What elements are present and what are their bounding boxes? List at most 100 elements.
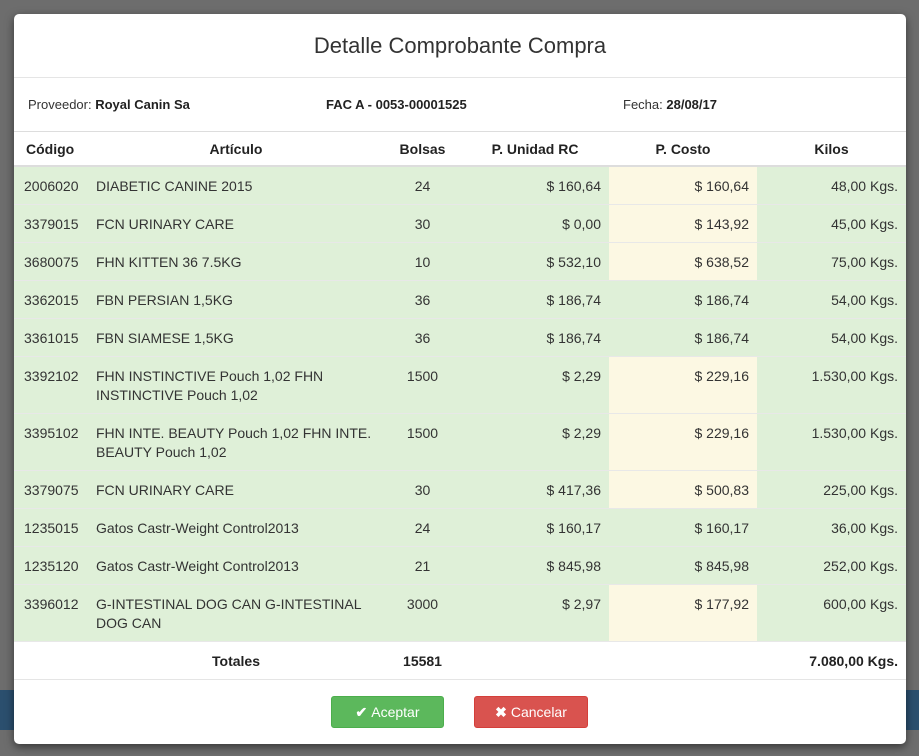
accept-button[interactable]: ✔ Aceptar — [331, 696, 444, 728]
cell-codigo: 3396012 — [14, 584, 88, 642]
cell-unidad: $ 417,36 — [461, 470, 609, 509]
cell-unidad: $ 186,74 — [461, 280, 609, 319]
cell-bolsas: 36 — [384, 280, 461, 319]
check-icon: ✔ — [355, 703, 368, 720]
invoice-number: FAC A - 0053-00001525 — [326, 97, 467, 112]
cell-codigo: 2006020 — [14, 165, 88, 205]
cell-costo: $ 845,98 — [609, 546, 757, 585]
invoice-info: Proveedor: Royal Canin Sa FAC A - 0053-0… — [14, 78, 906, 132]
cell-unidad: $ 0,00 — [461, 204, 609, 243]
supplier-label: Proveedor: — [28, 97, 92, 112]
cell-costo: $ 500,83 — [609, 470, 757, 509]
table-row[interactable]: 3361015 FBN SIAMESE 1,5KG 36 $ 186,74 $ 186,… — [14, 318, 906, 357]
cell-unidad: $ 160,17 — [461, 508, 609, 547]
cell-costo: $ 638,52 — [609, 242, 757, 281]
cell-kilos: 225,00 Kgs. — [757, 470, 906, 509]
table-row[interactable]: 3379015 FCN URINARY CARE 30 $ 0,00 $ 143,92 4… — [14, 204, 906, 243]
cell-kilos: 54,00 Kgs. — [757, 280, 906, 319]
cell-articulo: FHN KITTEN 36 7.5KG — [88, 242, 384, 281]
supplier: Proveedor: Royal Canin Sa — [28, 97, 190, 112]
cell-bolsas: 30 — [384, 204, 461, 243]
invoice-number-value: FAC A - 0053-00001525 — [326, 97, 467, 112]
cell-costo: $ 229,16 — [609, 356, 757, 414]
cell-articulo: G-INTESTINAL DOG CAN G-INTESTINAL DOG CA… — [88, 584, 384, 642]
totals-row: Totales 15581 7.080,00 Kgs. — [14, 641, 906, 679]
invoice-date: Fecha: 28/08/17 — [623, 97, 717, 112]
cell-unidad: $ 186,74 — [461, 318, 609, 357]
cell-unidad: $ 2,29 — [461, 356, 609, 414]
col-header-articulo[interactable]: Artículo — [88, 132, 384, 167]
cell-articulo: FCN URINARY CARE — [88, 204, 384, 243]
table-row[interactable]: 3392102 FHN INSTINCTIVE Pouch 1,02 FHN IN… — [14, 356, 906, 414]
cell-unidad: $ 532,10 — [461, 242, 609, 281]
cell-codigo: 1235120 — [14, 546, 88, 585]
cell-bolsas: 24 — [384, 508, 461, 547]
modal-header: Detalle Comprobante Compra — [14, 14, 906, 78]
cell-codigo: 3395102 — [14, 413, 88, 471]
cell-costo: $ 186,74 — [609, 280, 757, 319]
cell-costo: $ 143,92 — [609, 204, 757, 243]
table-row[interactable]: 3379075 FCN URINARY CARE 30 $ 417,36 $ 500,8… — [14, 470, 906, 509]
table-body: 2006020 DIABETIC CANINE 2015 24 $ 160,64 $ 1… — [14, 165, 906, 642]
cell-bolsas: 21 — [384, 546, 461, 585]
cell-articulo: DIABETIC CANINE 2015 — [88, 165, 384, 205]
cell-codigo: 3680075 — [14, 242, 88, 281]
cell-kilos: 1.530,00 Kgs. — [757, 356, 906, 414]
purchase-detail-modal: Detalle Comprobante Compra Proveedor: Ro… — [14, 14, 906, 744]
cell-kilos: 1.530,00 Kgs. — [757, 413, 906, 471]
totals-kilos: 7.080,00 Kgs. — [757, 641, 906, 679]
cell-bolsas: 1500 — [384, 413, 461, 471]
table-row[interactable]: 3396012 G-INTESTINAL DOG CAN G-INTESTINAL… — [14, 584, 906, 642]
cell-kilos: 45,00 Kgs. — [757, 204, 906, 243]
table-header-row: Código Artículo Bolsas P. Unidad RC P. C… — [14, 132, 906, 167]
totals-label: Totales — [88, 641, 384, 679]
table-row[interactable]: 3362015 FBN PERSIAN 1,5KG 36 $ 186,74 $ 186,… — [14, 280, 906, 319]
table-row[interactable]: 1235015 Gatos Castr-Weight Control2013 24 $… — [14, 508, 906, 547]
cell-bolsas: 10 — [384, 242, 461, 281]
date-label: Fecha: — [623, 97, 663, 112]
cell-articulo: FHN INSTINCTIVE Pouch 1,02 FHN INSTINCTI… — [88, 356, 384, 414]
table-row[interactable]: 3680075 FHN KITTEN 36 7.5KG 10 $ 532,10 $ 63… — [14, 242, 906, 281]
cell-bolsas: 30 — [384, 470, 461, 509]
cell-codigo: 3361015 — [14, 318, 88, 357]
table-row[interactable]: 1235120 Gatos Castr-Weight Control2013 21 $… — [14, 546, 906, 585]
cell-costo: $ 229,16 — [609, 413, 757, 471]
col-header-bolsas[interactable]: Bolsas — [384, 132, 461, 167]
cell-costo: $ 177,92 — [609, 584, 757, 642]
cell-costo: $ 186,74 — [609, 318, 757, 357]
cell-kilos: 36,00 Kgs. — [757, 508, 906, 547]
col-header-unidad[interactable]: P. Unidad RC — [461, 132, 609, 167]
items-table: Código Artículo Bolsas P. Unidad RC P. C… — [14, 132, 906, 679]
cell-unidad: $ 845,98 — [461, 546, 609, 585]
cell-codigo: 3379075 — [14, 470, 88, 509]
cell-unidad: $ 160,64 — [461, 165, 609, 205]
supplier-value: Royal Canin Sa — [95, 97, 190, 112]
totals-bolsas: 15581 — [384, 641, 461, 679]
cell-costo: $ 160,64 — [609, 165, 757, 205]
accept-label: Aceptar — [371, 704, 420, 720]
table-row[interactable]: 3395102 FHN INTE. BEAUTY Pouch 1,02 FHN I… — [14, 413, 906, 471]
col-header-kilos[interactable]: Kilos — [757, 132, 906, 167]
cell-codigo: 3392102 — [14, 356, 88, 414]
cell-articulo: Gatos Castr-Weight Control2013 — [88, 508, 384, 547]
cell-bolsas: 24 — [384, 165, 461, 205]
times-icon: ✖ — [495, 703, 507, 720]
cell-kilos: 252,00 Kgs. — [757, 546, 906, 585]
cell-kilos: 75,00 Kgs. — [757, 242, 906, 281]
cancel-label: Cancelar — [510, 704, 567, 720]
col-header-codigo[interactable]: Código — [14, 132, 88, 167]
cell-codigo: 3362015 — [14, 280, 88, 319]
table-row[interactable]: 2006020 DIABETIC CANINE 2015 24 $ 160,64 $ 1… — [14, 165, 906, 205]
cell-articulo: FHN INTE. BEAUTY Pouch 1,02 FHN INTE. BE… — [88, 413, 384, 471]
cell-articulo: FBN PERSIAN 1,5KG — [88, 280, 384, 319]
cell-kilos: 600,00 Kgs. — [757, 584, 906, 642]
cell-bolsas: 3000 — [384, 584, 461, 642]
cell-codigo: 3379015 — [14, 204, 88, 243]
modal-title: Detalle Comprobante Compra — [313, 32, 607, 58]
cell-articulo: Gatos Castr-Weight Control2013 — [88, 546, 384, 585]
cell-codigo: 1235015 — [14, 508, 88, 547]
cell-costo: $ 160,17 — [609, 508, 757, 547]
cancel-button[interactable]: ✖ Cancelar — [474, 696, 588, 728]
col-header-costo[interactable]: P. Costo — [609, 132, 757, 167]
totals-empty — [14, 641, 88, 679]
